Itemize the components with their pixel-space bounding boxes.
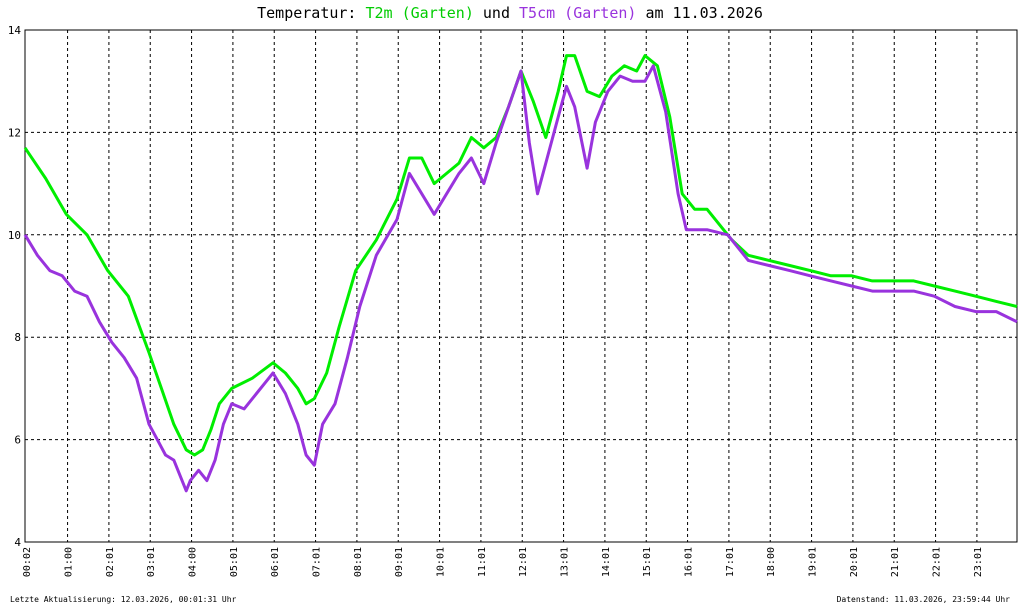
x-tick-label: 00:02	[22, 547, 33, 577]
y-tick-label: 8	[14, 331, 21, 344]
title-series-t2m: T2m (Garten)	[365, 4, 474, 22]
x-tick-label: 23:01	[973, 547, 984, 577]
x-tick-label: 04:00	[188, 547, 199, 577]
y-tick-label: 6	[14, 434, 21, 447]
x-tick-label: 14:01	[601, 547, 612, 577]
x-tick-label: 19:01	[808, 547, 819, 577]
y-tick-label: 14	[8, 24, 22, 37]
x-tick-label: 13:01	[560, 547, 571, 577]
x-tick-label: 21:01	[890, 547, 901, 577]
t2m-series-line	[23, 54, 1018, 457]
chart-title: Temperatur: T2m (Garten) und T5cm (Garte…	[0, 4, 1020, 22]
plot-frame	[24, 29, 1018, 543]
data-timestamp-text: Datenstand: 11.03.2026, 23:59:44 Uhr	[836, 595, 1010, 604]
x-tick-label: 10:01	[436, 547, 447, 577]
x-tick-label: 17:01	[725, 547, 736, 577]
x-tick-label: 20:01	[849, 547, 860, 577]
title-suffix: am 11.03.2026	[636, 4, 763, 22]
x-tick-label: 07:01	[312, 547, 323, 577]
x-tick-label: 12:01	[518, 547, 529, 577]
t5cm-series-line	[23, 64, 1018, 493]
x-tick-label: 22:01	[932, 547, 943, 577]
y-tick-label: 10	[8, 229, 21, 242]
x-tick-label: 15:01	[642, 547, 653, 577]
last-update-text: Letzte Aktualisierung: 12.03.2026, 00:01…	[10, 595, 237, 604]
x-tick-label: 06:01	[270, 547, 281, 577]
x-tick-label: 05:01	[229, 547, 240, 577]
x-tick-label: 01:00	[64, 547, 75, 577]
x-tick-label: 03:01	[146, 547, 157, 577]
y-tick-label: 4	[14, 536, 21, 549]
x-tick-label: 09:01	[394, 547, 405, 577]
x-tick-label: 02:01	[105, 547, 116, 577]
x-tick-label: 08:01	[353, 547, 364, 577]
title-middle: und	[473, 4, 520, 22]
x-tick-label: 11:01	[477, 547, 488, 577]
y-tick-label: 12	[8, 126, 21, 139]
x-tick-label: 16:01	[684, 547, 695, 577]
title-series-t5cm: T5cm (Garten)	[519, 4, 637, 22]
title-prefix: Temperatur:	[257, 4, 366, 22]
x-tick-label: 18:00	[766, 547, 777, 577]
